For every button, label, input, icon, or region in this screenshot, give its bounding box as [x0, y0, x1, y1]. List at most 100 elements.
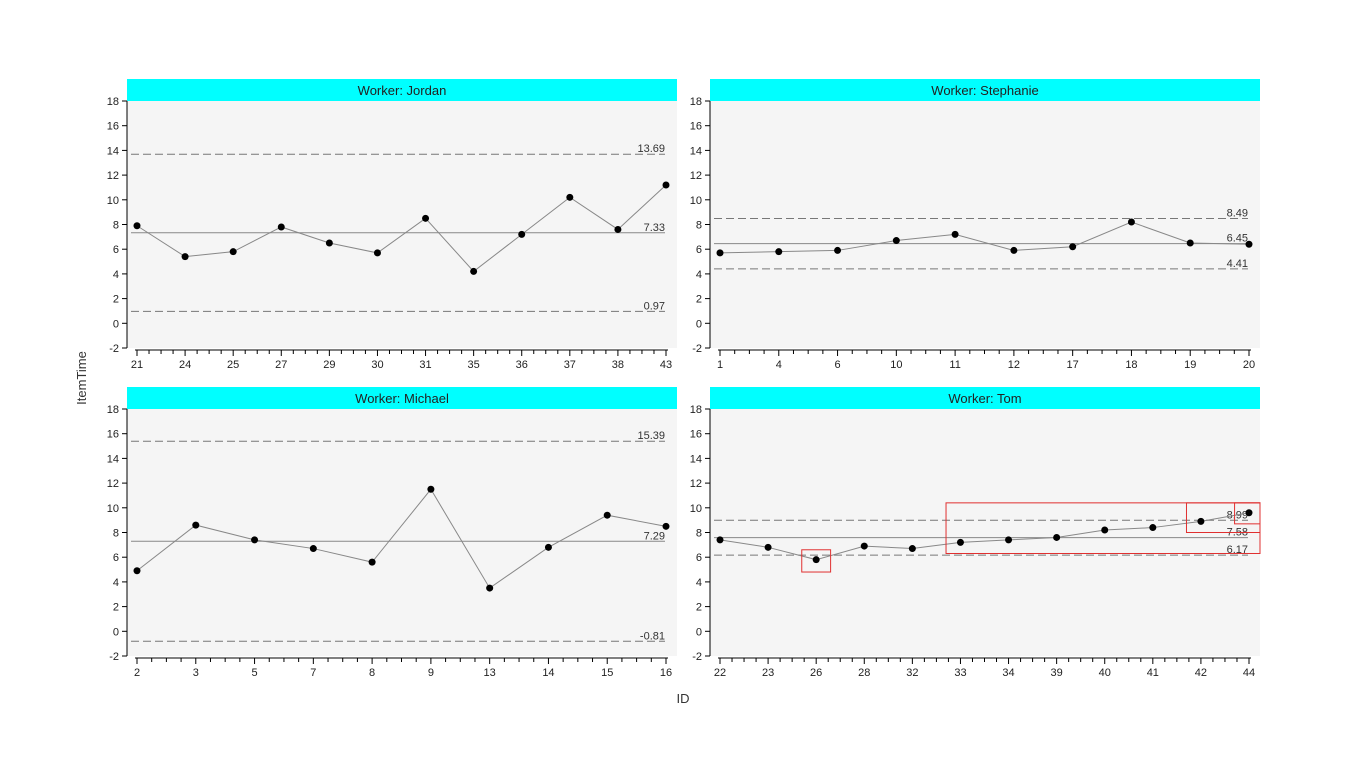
x-tick-label: 4 — [776, 359, 782, 371]
data-point — [133, 222, 141, 230]
highlight-box — [801, 549, 832, 573]
data-point — [1005, 536, 1013, 544]
x-tick-label: 12 — [1008, 359, 1020, 371]
x-tick-label: 11 — [949, 359, 960, 371]
panel-background — [127, 101, 677, 348]
data-point — [229, 248, 237, 256]
x-tick-label: 23 — [762, 667, 774, 679]
x-tick-label: 6 — [834, 359, 840, 371]
panel-3: Worker: Tom -2 0 2 4 6 8 10 12 14 16 18 22 23 26 28 32 33… — [690, 387, 1261, 679]
center-label: 6.45 — [1227, 233, 1248, 245]
data-point — [1245, 240, 1253, 248]
y-tick-label: 4 — [113, 577, 119, 589]
data-point — [716, 536, 724, 544]
data-point — [614, 225, 622, 233]
x-tick-label: 27 — [275, 359, 287, 371]
x-tick-label: 37 — [564, 359, 576, 371]
data-point — [1101, 526, 1109, 534]
x-tick-label: 16 — [660, 667, 672, 679]
highlight-box — [1234, 502, 1261, 525]
data-point — [309, 545, 317, 553]
x-tick-label: 7 — [310, 667, 316, 679]
y-tick-label: 8 — [696, 528, 702, 540]
x-tick-label: 29 — [323, 359, 335, 371]
x-tick-label: 34 — [1002, 667, 1014, 679]
y-tick-label: 14 — [690, 145, 702, 157]
data-point — [251, 536, 259, 544]
y-tick-label: 4 — [696, 577, 702, 589]
data-point — [192, 521, 200, 529]
y-tick-label: 16 — [107, 429, 119, 441]
y-tick-label: 10 — [690, 503, 702, 515]
x-tick-label: 32 — [906, 667, 918, 679]
lcl-label: 0.97 — [644, 300, 665, 312]
y-tick-label: -2 — [692, 651, 702, 663]
y-tick-label: 14 — [107, 145, 119, 157]
data-point — [892, 237, 900, 245]
y-tick-label: 0 — [696, 626, 702, 638]
data-point — [860, 542, 868, 550]
y-tick-label: 2 — [113, 602, 119, 614]
data-point — [951, 230, 959, 238]
panel-background — [127, 409, 677, 656]
y-tick-label: 0 — [113, 318, 119, 330]
y-tick-label: 12 — [690, 170, 702, 182]
panel-title: Worker: Stephanie — [931, 83, 1038, 98]
x-tick-label: 21 — [131, 359, 143, 371]
data-point — [662, 522, 670, 530]
x-tick-label: 36 — [516, 359, 528, 371]
y-axis-title: ItemTime — [74, 351, 89, 405]
y-tick-label: -2 — [109, 343, 119, 355]
x-tick-label: 31 — [419, 359, 431, 371]
y-tick-label: -2 — [109, 651, 119, 663]
y-tick-label: 6 — [113, 244, 119, 256]
x-tick-label: 22 — [714, 667, 726, 679]
x-tick-label: 8 — [369, 667, 375, 679]
x-tick-label: 42 — [1195, 667, 1207, 679]
panel-title: Worker: Michael — [355, 391, 449, 406]
y-tick-label: 6 — [113, 552, 119, 564]
y-tick-label: 2 — [113, 294, 119, 306]
panel-strip — [127, 79, 677, 101]
panel-title: Worker: Jordan — [358, 83, 447, 98]
x-tick-label: 10 — [890, 359, 902, 371]
panel-title: Worker: Tom — [948, 391, 1021, 406]
y-tick-label: 18 — [690, 404, 702, 416]
y-tick-label: 0 — [696, 318, 702, 330]
series-line — [719, 512, 1250, 561]
x-axis-title: ID — [677, 691, 690, 706]
x-tick-label: 41 — [1147, 667, 1159, 679]
panel-strip — [710, 79, 1260, 101]
y-tick-label: 14 — [107, 453, 119, 465]
y-tick-label: 16 — [690, 121, 702, 133]
data-point — [277, 223, 285, 231]
y-tick-label: 12 — [690, 478, 702, 490]
series-line — [719, 221, 1250, 254]
data-point — [1127, 218, 1135, 226]
x-tick-label: 18 — [1125, 359, 1137, 371]
x-tick-label: 39 — [1051, 667, 1063, 679]
data-point — [603, 511, 611, 519]
data-point — [775, 248, 783, 256]
x-tick-label: 9 — [428, 667, 434, 679]
ucl-label: 13.69 — [637, 143, 665, 155]
x-tick-label: 40 — [1099, 667, 1111, 679]
data-point — [1245, 509, 1253, 517]
y-tick-label: -2 — [692, 343, 702, 355]
y-tick-label: 2 — [696, 294, 702, 306]
y-tick-label: 0 — [113, 626, 119, 638]
y-tick-label: 4 — [696, 269, 702, 281]
y-tick-label: 16 — [107, 121, 119, 133]
data-point — [470, 267, 478, 275]
data-point — [1010, 246, 1018, 254]
y-tick-label: 14 — [690, 453, 702, 465]
lcl-label: -0.81 — [640, 630, 665, 642]
x-tick-label: 13 — [484, 667, 496, 679]
data-point — [1197, 517, 1205, 525]
data-point — [325, 239, 333, 247]
x-tick-label: 19 — [1184, 359, 1196, 371]
data-point — [518, 230, 526, 238]
ucl-label: 15.39 — [637, 430, 665, 442]
x-tick-label: 28 — [858, 667, 870, 679]
